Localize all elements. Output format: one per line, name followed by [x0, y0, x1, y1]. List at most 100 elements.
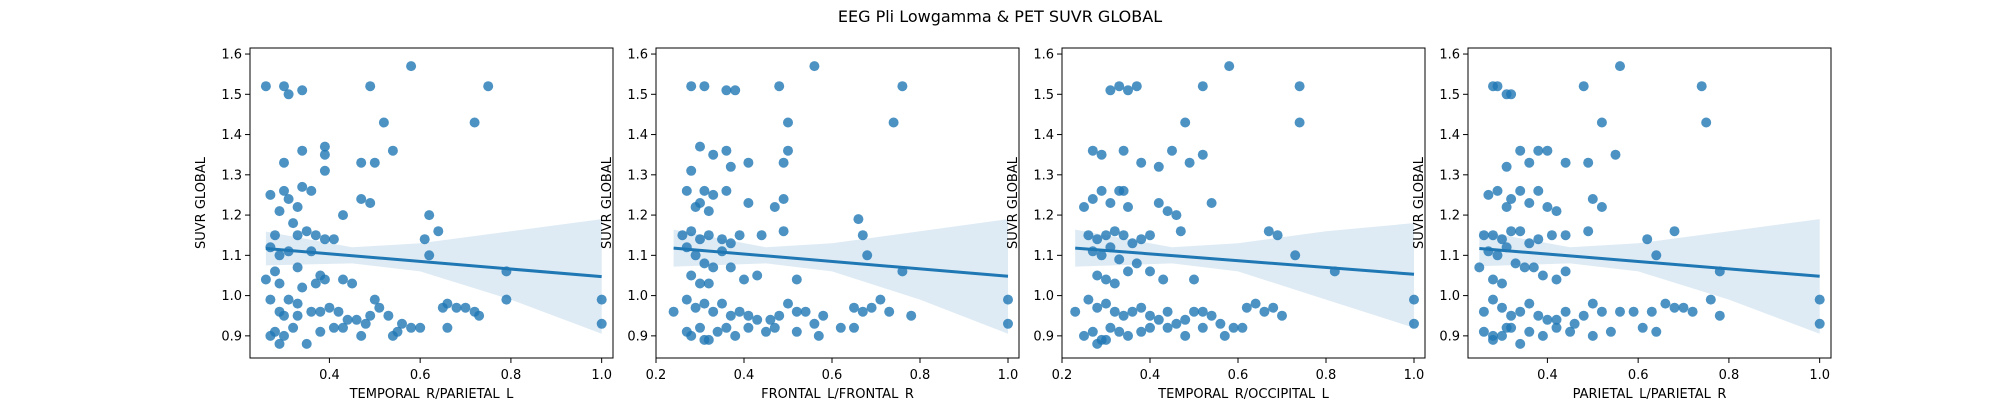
scatter-point	[721, 185, 732, 196]
scatter-point	[1506, 226, 1517, 237]
scatter-point	[297, 181, 308, 192]
scatter-point	[1587, 298, 1598, 309]
scatter-point	[1669, 226, 1680, 237]
scatter-point	[809, 318, 820, 329]
scatter-point	[342, 314, 353, 325]
scatter-point	[1492, 185, 1503, 196]
axes-frame	[1061, 47, 1426, 359]
scatter-point	[1660, 298, 1671, 309]
scatter-point	[695, 141, 705, 152]
scatter-point	[324, 302, 335, 313]
scatter-point	[333, 306, 344, 317]
scatter-point	[1651, 326, 1662, 337]
scatter-point	[712, 326, 723, 337]
scatter-point	[725, 161, 736, 172]
scatter-point	[1268, 302, 1279, 313]
scatter-point	[1560, 157, 1571, 168]
scatter-point	[849, 322, 859, 333]
scatter-point	[1250, 298, 1261, 309]
x-tick-label: 0.8	[1316, 368, 1337, 383]
scatter-point	[1497, 302, 1507, 313]
regression-line	[1479, 246, 1820, 278]
scatter-point	[1551, 274, 1562, 285]
confidence-band	[1075, 223, 1414, 328]
scatter-point	[1814, 294, 1825, 305]
scatter-point	[1184, 157, 1195, 168]
scatter-point	[800, 306, 811, 317]
scatter-point	[1158, 274, 1169, 285]
scatter-point	[274, 338, 285, 349]
scatter-point	[365, 310, 376, 321]
scatter-point	[338, 322, 348, 333]
scatter-point	[721, 322, 732, 333]
scatter-point	[699, 258, 710, 269]
scatter-point	[1153, 314, 1164, 325]
x-tick-label: 0.2	[646, 368, 667, 383]
scatter-point	[695, 322, 705, 333]
scatter-point	[315, 326, 326, 337]
scatter-point	[695, 234, 705, 245]
scatter-point	[849, 302, 859, 313]
scatter-point	[415, 322, 426, 333]
scatter-point	[835, 322, 846, 333]
subplot-1: 0.4 0.6 0.8 1.0 0.9 1.0 1.1 1.2 1.3 1.4 1.5 1.6 TEMP…	[194, 47, 614, 400]
scatter-point	[319, 165, 330, 176]
scatter-point	[274, 278, 285, 289]
scatter-point	[1528, 262, 1539, 273]
y-tick-label: 1.1	[221, 249, 242, 264]
scatter-point	[730, 330, 741, 341]
x-tick-label: 0.8	[910, 368, 931, 383]
scatter-point	[319, 141, 330, 152]
scatter-point	[752, 270, 763, 281]
scatter-point	[1705, 294, 1716, 305]
scatter-point	[721, 145, 732, 156]
scatter-point	[483, 81, 494, 92]
scatter-point	[1492, 250, 1503, 261]
scatter-point	[1583, 157, 1594, 168]
scatter-point	[743, 157, 754, 168]
scatter-point	[297, 145, 308, 156]
scatter-point	[1551, 322, 1562, 333]
y-axis-label: SUVR GLOBAL	[600, 156, 615, 249]
scatter-point	[288, 218, 299, 229]
scatter-point	[699, 81, 710, 92]
scatter-point	[596, 318, 607, 329]
y-tick-label: 1.4	[627, 128, 648, 143]
scatter-point	[1003, 294, 1013, 305]
scatter-point	[1515, 306, 1526, 317]
y-tick-label: 1.6	[627, 48, 648, 63]
scatter-point	[791, 326, 802, 337]
scatter-point	[451, 302, 462, 313]
scatter-point	[283, 294, 294, 305]
x-axis-label: PARIETAL_L/PARIETAL_R	[1573, 387, 1727, 400]
scatter-point	[1701, 117, 1712, 128]
scatter-point	[1105, 198, 1116, 208]
y-tick-label: 1.6	[221, 48, 242, 63]
x-tick-label: 0.6	[1228, 368, 1249, 383]
scatter-point	[1079, 202, 1089, 212]
scatter-point	[1101, 334, 1111, 345]
scatter-point	[1105, 85, 1116, 96]
x-tick-label: 1.0	[591, 368, 612, 383]
scatter-point	[1569, 318, 1580, 329]
scatter-point	[1515, 226, 1526, 237]
scatter-point	[1189, 274, 1199, 285]
y-tick-label: 1.6	[1439, 48, 1460, 63]
x-tick-label: 0.6	[822, 368, 843, 383]
scatter-point	[1596, 306, 1607, 317]
scatter-point	[260, 81, 271, 92]
scatter-point	[769, 322, 780, 333]
scatter-point	[1524, 326, 1535, 337]
scatter-point	[1272, 230, 1283, 241]
scatter-point	[1696, 81, 1707, 92]
scatter-point	[596, 294, 607, 305]
y-tick-label: 1.3	[1439, 168, 1460, 183]
scatter-point	[1560, 230, 1571, 241]
scatter-point	[1237, 322, 1248, 333]
scatter-point	[1096, 149, 1107, 160]
scatter-point	[265, 330, 276, 341]
scatter-point	[283, 89, 294, 100]
scatter-point	[1714, 310, 1725, 321]
scatter-point	[1162, 322, 1173, 333]
